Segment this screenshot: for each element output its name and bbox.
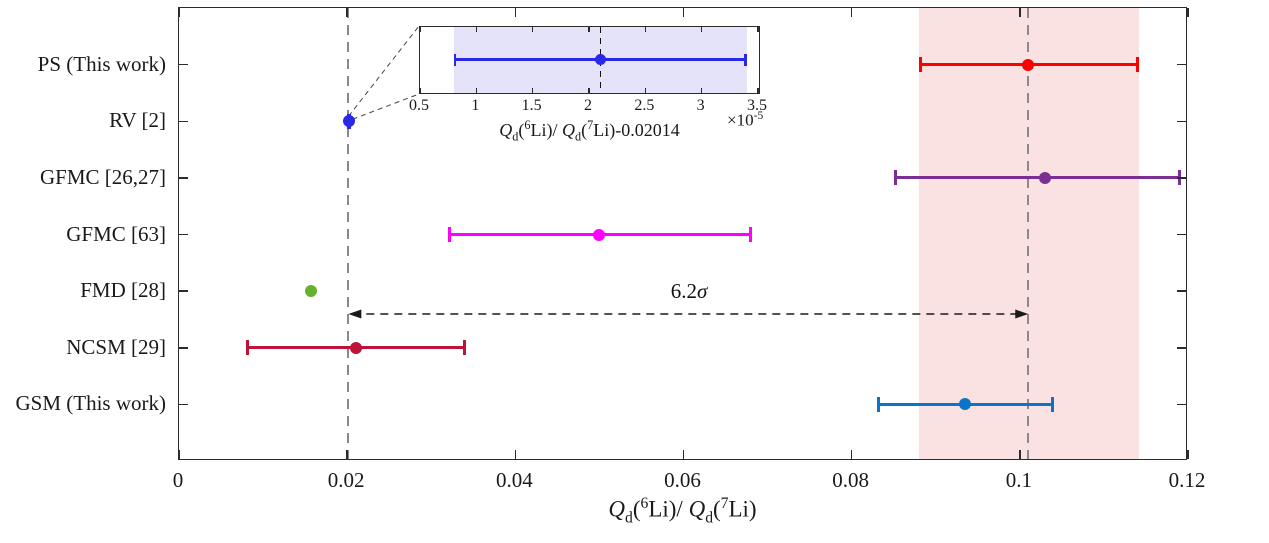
sigma-symbol: σ	[696, 279, 708, 303]
y-tick-right	[1177, 177, 1186, 179]
inset-error-bar-cap-left	[453, 53, 457, 66]
inset-x-tick-label: 3	[696, 97, 705, 114]
y-axis-label: GSM (This work)	[15, 391, 167, 416]
x-tick-bottom	[1187, 450, 1189, 459]
y-tick-left	[179, 63, 188, 66]
data-point-marker	[349, 341, 362, 354]
x-tick-top	[1019, 8, 1021, 17]
inset-x-tick-bottom	[419, 88, 421, 93]
error-bar-cap-left	[918, 57, 922, 73]
reference-vline	[1027, 8, 1030, 459]
plot-area: 6.2σ Qd(6Li)/ Qd(7Li)-0.02014 ×10-5 0.5 1…	[178, 7, 1189, 460]
data-point-marker	[305, 285, 317, 298]
y-tick-left	[179, 347, 188, 349]
data-point-marker	[593, 228, 606, 241]
inset-error-bar-cap-right	[744, 53, 747, 66]
y-axis-label: RV [2]	[109, 108, 166, 133]
y-tick-left	[179, 403, 188, 406]
x-tick-bottom	[514, 450, 517, 459]
inset-x-tick-label: 2	[584, 97, 592, 114]
inset-x-tick-top	[701, 27, 703, 32]
inset-x-tick-top	[588, 27, 590, 32]
x-tick-bottom	[346, 450, 348, 459]
y-axis-label: GFMC [63]	[66, 221, 166, 246]
x-tick-bottom	[682, 450, 685, 459]
error-bar-cap-left	[246, 340, 250, 356]
reference-vline	[347, 8, 350, 459]
error-bar-cap-right	[462, 340, 466, 356]
y-tick-right	[1177, 63, 1186, 66]
inset-x-tick-bottom	[475, 88, 477, 93]
x-tick-bottom	[1019, 450, 1021, 459]
inset-x-tick-top	[419, 27, 421, 32]
inset-data-point-marker	[594, 54, 606, 65]
error-bar-cap-left	[448, 227, 452, 242]
x-tick-label: 0.04	[495, 468, 533, 492]
inset-x-tick-label: 0.5	[409, 97, 429, 114]
y-tick-right	[1177, 120, 1186, 122]
inset-x-tick-top	[475, 27, 477, 32]
inset-plot	[419, 26, 760, 94]
y-tick-left	[179, 177, 188, 179]
y-tick-left	[179, 233, 188, 236]
error-bar-cap-right	[748, 227, 752, 242]
error-bar-cap-left	[876, 396, 880, 412]
x-axis-label: Qd(6Li)/ Qd(7Li)	[608, 495, 757, 527]
significance-number: 6.2	[670, 279, 697, 303]
x-tick-bottom	[850, 450, 853, 459]
inset-x-tick-bottom	[701, 88, 703, 93]
y-axis-label: GFMC [26,27]	[39, 164, 166, 189]
y-tick-right	[1177, 347, 1186, 349]
inset-x-tick-bottom	[588, 88, 590, 93]
x-tick-top	[178, 8, 180, 17]
inset-x-axis-label: Qd(6Li)/ Qd(7Li)-0.02014	[499, 118, 680, 144]
inset-x-tick-top	[644, 27, 646, 32]
x-tick-label: 0.08	[832, 468, 870, 492]
arrowhead-left	[348, 309, 362, 319]
x-tick-label: 0.06	[664, 468, 701, 492]
data-point-marker	[342, 115, 355, 128]
y-axis-label: PS (This work)	[37, 51, 166, 76]
x-tick-label: 0	[172, 468, 184, 492]
inset-scale-label: ×10-5	[727, 109, 764, 130]
inset-x-tick-bottom	[644, 88, 646, 93]
y-axis-label: FMD [28]	[80, 278, 166, 303]
inset-x-tick-bottom	[532, 88, 534, 93]
data-point-marker	[1022, 58, 1035, 71]
x-tick-top	[1187, 8, 1189, 17]
y-axis-label: NCSM [29]	[66, 334, 166, 359]
y-tick-left	[179, 120, 188, 122]
significance-label: 6.2σ	[604, 279, 774, 304]
x-tick-top	[682, 8, 685, 17]
y-tick-right	[1177, 233, 1186, 236]
x-tick-label: 0.02	[327, 468, 365, 492]
inset-x-tick-top	[532, 27, 534, 32]
data-point-marker	[959, 398, 972, 411]
x-tick-bottom	[178, 450, 180, 459]
data-point-marker	[1039, 171, 1052, 184]
y-tick-right	[1177, 290, 1186, 292]
inset-x-tick-label: 3.5	[747, 97, 767, 114]
x-tick-top	[514, 8, 517, 17]
inset-x-tick-label: 1	[471, 97, 480, 114]
error-bar-cap-right	[1051, 396, 1055, 412]
error-bar-cap-left	[893, 170, 897, 186]
error-bar-cap-right	[1135, 57, 1139, 73]
inset-x-tick-top	[757, 27, 759, 32]
x-tick-label: 0.12	[1168, 468, 1206, 492]
error-bar	[893, 176, 1180, 180]
inset-x-tick-bottom	[757, 88, 759, 93]
y-tick-left	[179, 290, 188, 292]
x-tick-top	[850, 8, 853, 17]
x-tick-label: 0.1	[1005, 468, 1032, 492]
inset-x-tick-label: 2.5	[634, 97, 655, 114]
inset-x-tick-label: 1.5	[521, 97, 542, 114]
y-tick-right	[1177, 403, 1186, 406]
x-tick-top	[346, 8, 348, 17]
